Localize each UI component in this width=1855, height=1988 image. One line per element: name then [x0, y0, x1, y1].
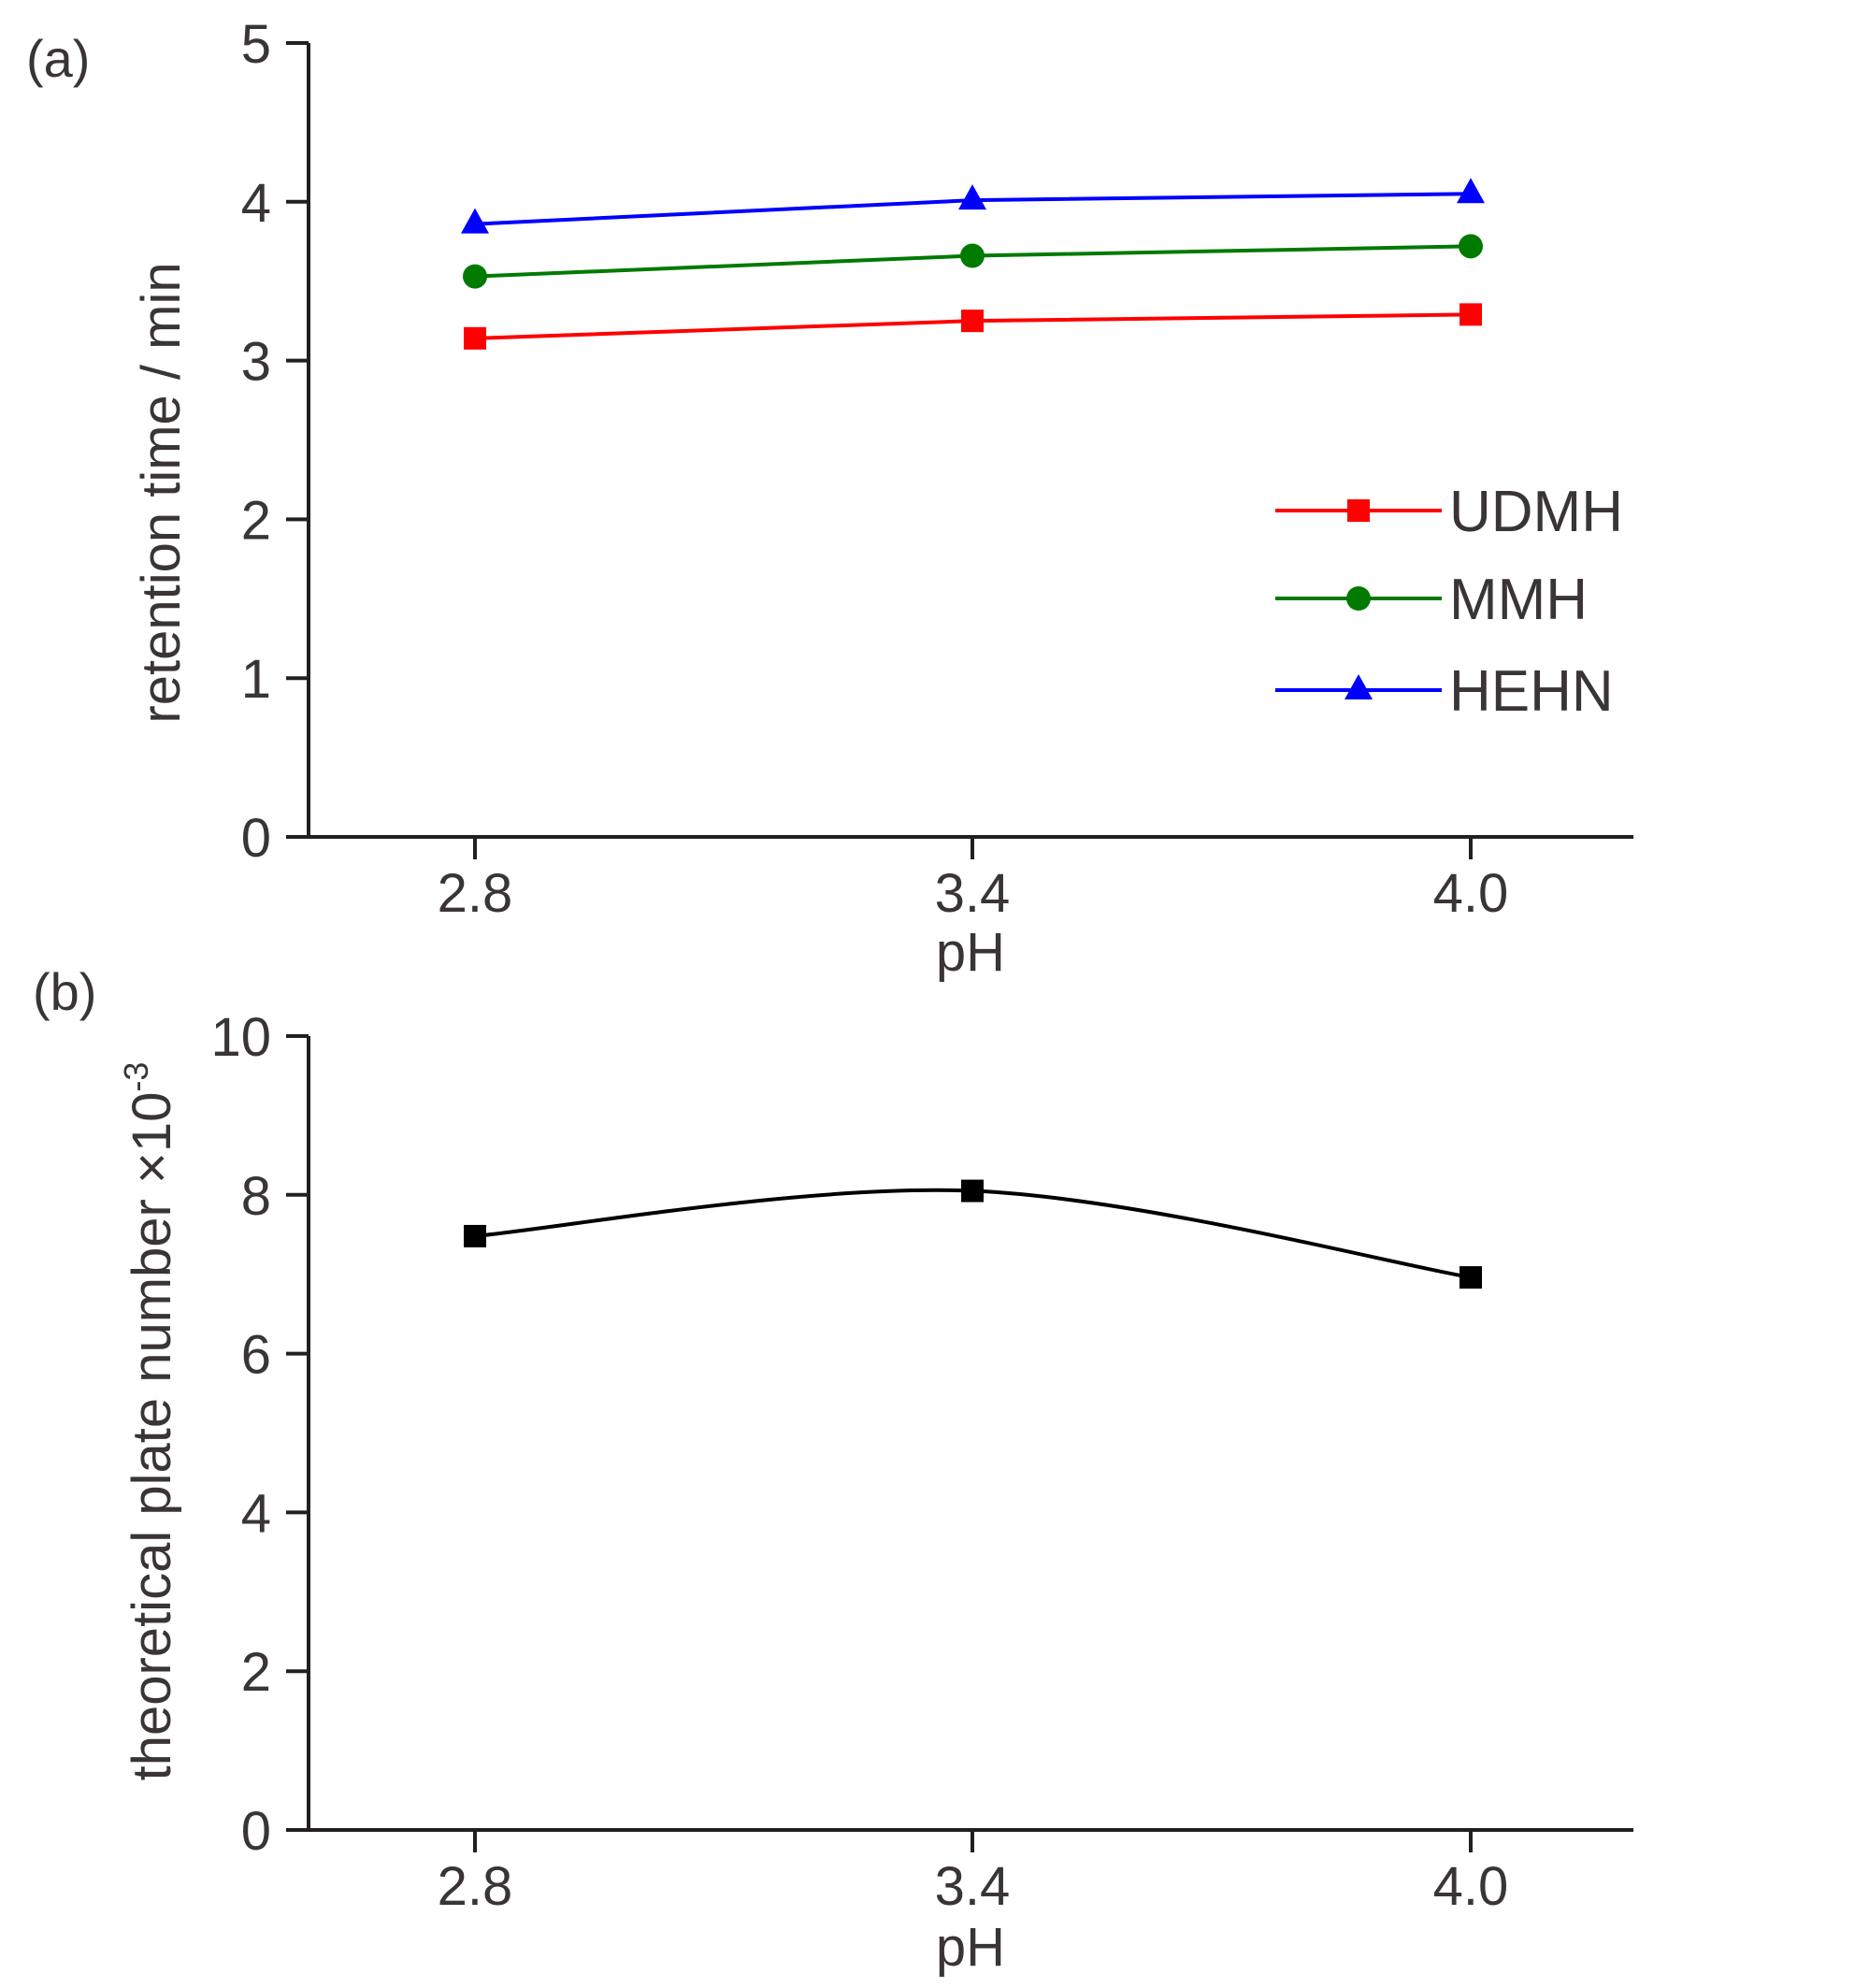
series-point — [464, 1224, 486, 1247]
panel-b: (b) theoretical plate number ×10-3 pH 0 2… — [33, 962, 1633, 1978]
hehn-point — [958, 184, 986, 210]
panel-b-series — [464, 1179, 1482, 1289]
udmh-legend-label: UDMH — [1449, 480, 1623, 544]
panel-b-x-axis-label: pH — [936, 1917, 1005, 1978]
hehn-legend-marker — [1345, 674, 1373, 699]
hehn-point — [461, 208, 489, 234]
y-tick-label: 1 — [241, 649, 271, 710]
mmh-point — [1459, 234, 1483, 259]
y-tick-label: 8 — [241, 1166, 271, 1227]
panel-b-y-axis-label: theoretical plate number ×10-3 — [117, 1062, 182, 1781]
x-tick-label: 2.8 — [438, 1856, 513, 1917]
udmh-point — [1460, 303, 1482, 326]
mmh-point — [463, 264, 487, 289]
y-tick-label: 5 — [241, 14, 271, 75]
mmh-legend-marker — [1346, 586, 1371, 611]
hehn-legend-label: HEHN — [1449, 659, 1614, 724]
x-tick-label: 4.0 — [1433, 1856, 1509, 1917]
panel-a-y-axis-label: retention time / min — [131, 262, 192, 723]
y-tick-label: 0 — [241, 1801, 271, 1862]
panel-a-x-axis-label: pH — [936, 922, 1005, 983]
panel-b-label: (b) — [33, 962, 96, 1021]
panel-b-y-ticks: 0 2 4 6 8 10 — [210, 1007, 309, 1862]
panel-b-x-ticks: 2.8 3.4 4.0 — [438, 1830, 1509, 1917]
x-tick-label: 2.8 — [438, 863, 513, 924]
series-point — [961, 1179, 984, 1203]
mmh-point — [960, 243, 985, 268]
y-tick-label: 10 — [210, 1007, 271, 1068]
series-point — [1460, 1266, 1482, 1289]
panel-a-y-ticks: 0 1 2 3 4 5 — [241, 14, 309, 869]
y-tick-label: 6 — [241, 1325, 271, 1386]
panel-a-series — [461, 178, 1485, 350]
y-tick-label: 2 — [241, 490, 271, 551]
mmh-legend-label: MMH — [1449, 568, 1588, 632]
y-tick-label: 3 — [241, 332, 271, 393]
panel-a-label: (a) — [26, 29, 90, 88]
x-tick-label: 3.4 — [935, 1856, 1011, 1917]
panel-a-x-ticks: 2.8 3.4 4.0 — [438, 837, 1509, 924]
x-tick-label: 4.0 — [1433, 863, 1509, 924]
x-tick-label: 3.4 — [935, 863, 1011, 924]
y-tick-label: 4 — [241, 1483, 271, 1544]
y-tick-label: 0 — [241, 808, 271, 869]
hehn-point — [1457, 178, 1485, 204]
panel-a-legend: UDMH MMH HEHN — [1275, 480, 1623, 724]
panel-b-y-axis-label-superscript: -3 — [117, 1062, 155, 1092]
panel-b-y-axis-label-main: theoretical plate number ×10 — [122, 1092, 182, 1781]
series-line — [474, 1188, 1472, 1280]
y-tick-label: 2 — [241, 1642, 271, 1703]
udmh-legend-marker — [1347, 499, 1370, 522]
udmh-point — [464, 326, 486, 350]
y-tick-label: 4 — [241, 173, 271, 234]
panel-a: (a) retention time / min pH 0 1 2 3 4 5 2.8 3.… — [26, 14, 1633, 983]
udmh-point — [961, 310, 984, 333]
